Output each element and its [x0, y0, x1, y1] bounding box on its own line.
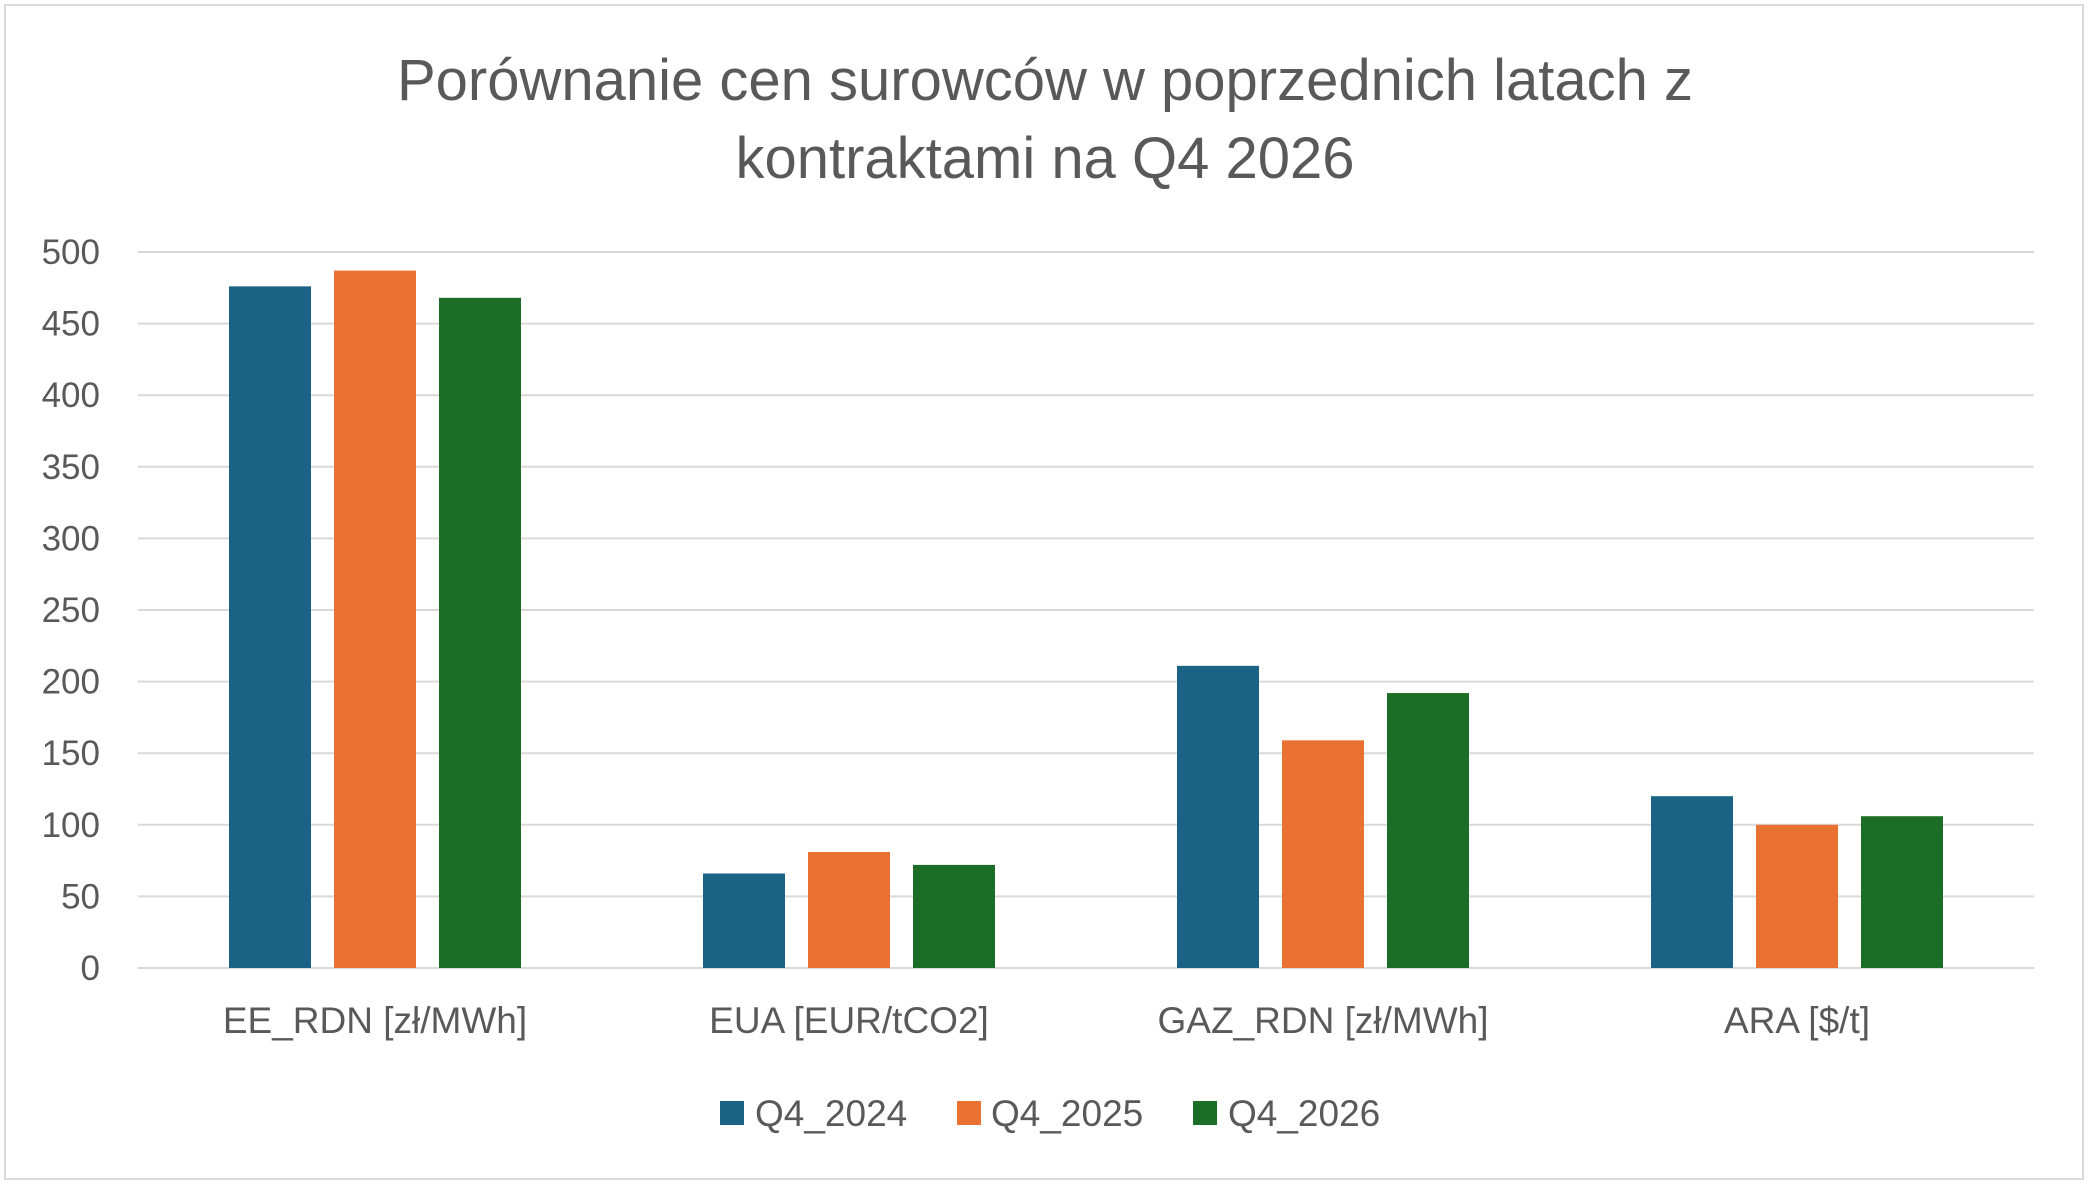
bar-q4-2024 — [703, 873, 785, 968]
bar-q4-2026 — [913, 864, 995, 968]
x-category-label: EUA [EUR/tCO2] — [709, 1000, 989, 1041]
chart-title: Porównanie cen surowców w poprzednich la… — [396, 48, 1694, 191]
legend-swatch — [1193, 1101, 1217, 1125]
y-tick-label: 200 — [42, 663, 100, 702]
bar-q4-2024 — [229, 286, 311, 968]
y-tick-label: 400 — [42, 376, 100, 415]
bar-q4-2026 — [439, 297, 521, 969]
y-tick-label: 350 — [42, 448, 100, 487]
y-tick-label: 50 — [61, 877, 100, 916]
bar-q4-2025 — [1756, 824, 1838, 968]
y-tick-label: 500 — [42, 233, 100, 272]
bar-q4-2025 — [1282, 740, 1364, 968]
bar-q4-2024 — [1651, 796, 1733, 968]
legend-swatch — [957, 1101, 981, 1125]
x-category-label: ARA [$/t] — [1724, 1000, 1870, 1041]
bar-q4-2025 — [334, 270, 416, 969]
y-tick-label: 0 — [81, 949, 100, 988]
bar-q4-2025 — [808, 852, 890, 968]
legend-label: Q4_2026 — [1228, 1093, 1380, 1134]
x-category-label: EE_RDN [zł/MWh] — [223, 1000, 527, 1041]
y-tick-label: 250 — [42, 591, 100, 630]
bar-q4-2026 — [1387, 693, 1469, 968]
y-tick-label: 150 — [42, 734, 100, 773]
y-tick-label: 300 — [42, 519, 100, 558]
legend-label: Q4_2024 — [755, 1093, 907, 1134]
bar-q4-2024 — [1177, 665, 1259, 968]
bar-q4-2026 — [1861, 816, 1943, 968]
legend-swatch — [720, 1101, 744, 1125]
y-tick-label: 450 — [42, 305, 100, 344]
y-tick-label: 100 — [42, 806, 100, 845]
x-category-label: GAZ_RDN [zł/MWh] — [1158, 1000, 1489, 1041]
legend-label: Q4_2025 — [991, 1093, 1143, 1134]
